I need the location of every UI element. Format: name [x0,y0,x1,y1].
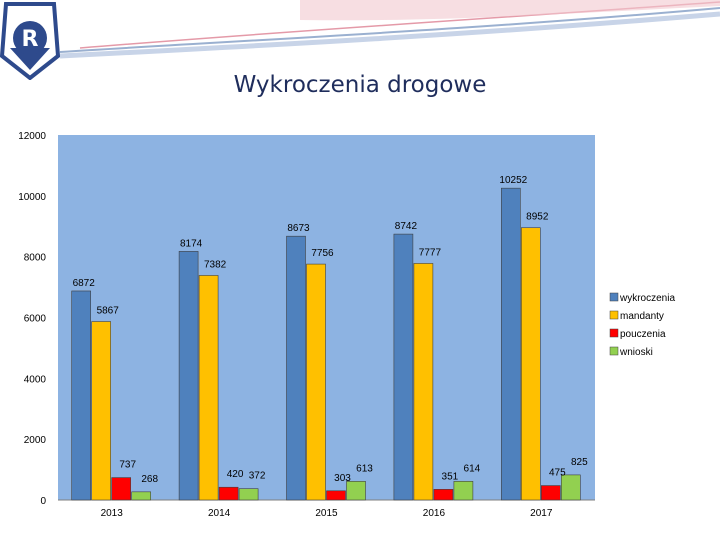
data-label: 420 [227,469,244,480]
bar-wnioski [346,481,366,501]
header-decoration [59,0,720,59]
bar-pouczenia [540,485,561,501]
data-label: 737 [119,460,136,471]
data-label: 10252 [499,175,527,186]
y-tick-label: 4000 [24,374,47,385]
data-labels: 6872 8174 8673 8742 10252 5867 7382 7756 7777 895… [73,175,589,485]
data-label: 8174 [180,238,203,249]
legend-label-wnioski: wnioski [619,347,653,358]
bar-wykroczenia [500,187,521,501]
legend: wykroczenia mandanty pouczenia wnioski [609,292,675,358]
legend-label-mandanty: mandanty [620,311,664,322]
slide-title: Wykroczenia drogowe [233,72,487,98]
data-label: 8673 [287,223,310,234]
x-tick-label: 2016 [423,508,446,519]
bar-mandanty [198,275,219,501]
legend-label-wykroczenia: wykroczenia [619,293,675,304]
bar-wnioski [131,491,151,501]
x-tick-label: 2017 [530,508,553,519]
bar-pouczenia [111,477,131,501]
bar-wnioski [560,474,581,501]
data-label: 5867 [97,306,120,317]
bar-pouczenia [218,486,239,501]
data-label: 8952 [526,212,549,223]
data-label: 614 [464,463,481,474]
x-tick-label: 2013 [101,508,124,519]
data-label: 7382 [204,259,227,270]
bar-mandanty [306,263,326,501]
legend-label-pouczenia: pouczenia [620,329,666,340]
y-tick-label: 6000 [24,314,47,325]
bar-wykroczenia [393,233,414,501]
bar-wykroczenia [178,251,199,501]
data-label: 303 [334,473,351,484]
bar-pouczenia [326,490,346,501]
legend-swatch-pouczenia [609,328,619,338]
bar-wykroczenia [71,290,91,501]
bar-pouczenia [433,489,454,501]
logo-letter: R [22,27,39,52]
y-tick-label: 0 [40,496,46,507]
data-label: 351 [442,471,459,482]
y-tick-label: 10000 [18,192,46,203]
data-label: 613 [356,463,373,474]
bar-mandanty [91,321,111,501]
data-label: 7756 [311,248,334,259]
data-label: 268 [141,474,158,485]
bar-mandanty [520,227,541,501]
y-tick-label: 2000 [24,435,47,446]
x-tick-label: 2014 [208,508,231,519]
bar-wykroczenia [286,235,306,501]
data-label: 372 [249,471,266,482]
x-tick-label: 2015 [315,508,338,519]
data-label: 475 [549,468,566,479]
bars [71,187,581,501]
data-label: 825 [571,457,588,468]
data-label: 6872 [73,278,96,289]
data-label: 7777 [419,247,442,258]
bar-wnioski [238,488,259,501]
legend-swatch-mandanty [609,310,619,320]
legend-swatch-wykroczenia [609,292,619,302]
y-tick-label: 8000 [24,253,47,264]
legend-swatch-wnioski [609,346,619,356]
logo: R [0,2,60,80]
data-label: 8742 [395,221,418,232]
bar-wnioski [453,481,474,501]
y-tick-label: 12000 [18,131,46,142]
bar-mandanty [413,263,434,501]
